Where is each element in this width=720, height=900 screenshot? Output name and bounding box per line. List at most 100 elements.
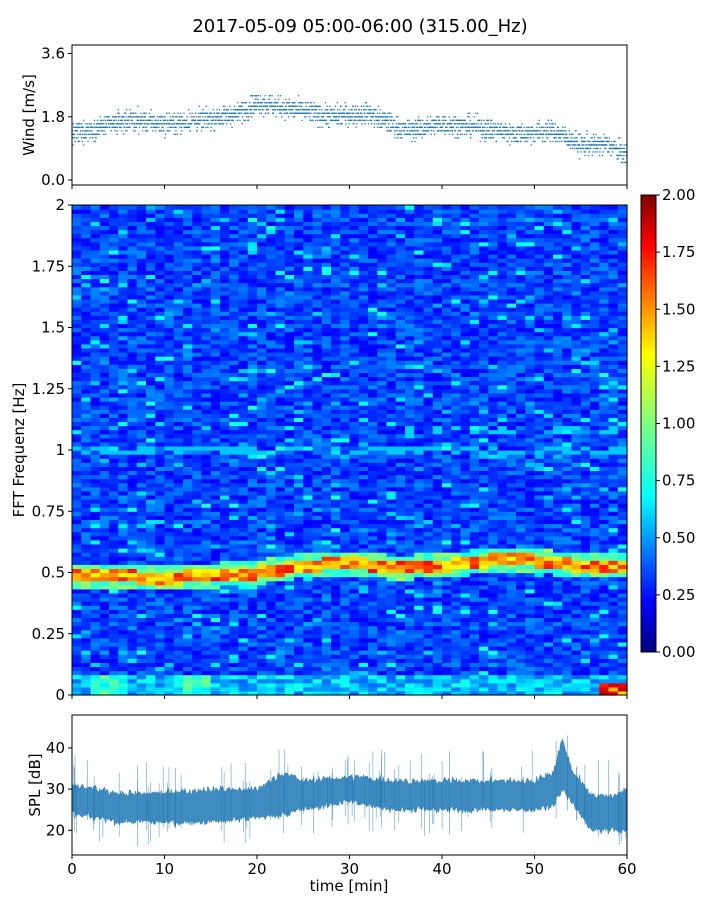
wind-point [538,119,540,121]
spectrogram-cell [358,572,369,578]
wind-point [518,130,520,132]
wind-point [146,123,149,125]
wind-point [174,133,176,135]
spectrogram-cell [238,650,249,655]
spectrogram-cell [395,539,406,545]
wind-point [267,112,269,114]
spectrogram-cell [562,641,573,647]
spectrogram-cell [90,543,101,549]
spectrogram-cell [497,531,508,537]
spectrogram-cell [405,564,415,570]
spectrogram-cell [516,584,526,590]
wind-point [431,130,433,132]
spectrogram-cell [312,637,323,643]
spectrogram-cell [571,597,582,602]
spectrogram-cell [312,531,323,537]
wind-point [385,116,387,118]
spectrogram-cell [266,682,277,688]
spectrogram-cell [395,666,406,672]
spectrogram-cell [201,617,212,623]
wind-point [101,130,104,132]
wind-point [251,95,253,97]
wind-point [543,140,545,143]
spectrogram-cell [183,535,193,541]
wind-point [432,126,434,128]
wind-point [487,123,489,125]
spectrogram-cell [571,637,582,643]
spectrogram-cell [386,654,397,659]
spectrogram-cell [173,539,184,545]
spectrogram-cell [109,670,119,676]
wind-point [258,105,260,107]
wind-point [265,102,268,104]
wind-point [554,133,557,135]
wind-point [200,112,202,114]
wind-point [421,126,423,128]
wind-point [184,119,186,121]
spectrogram-cell [294,678,304,684]
spectrogram-cell [580,601,591,606]
spectrogram-cell [109,548,119,553]
spectrogram-cell [81,609,92,614]
spectrogram-cell [72,617,82,623]
wind-point [571,140,573,143]
spectrogram-cell [275,670,286,676]
spectrogram-cell [590,646,600,651]
spectrogram-cell [553,625,563,631]
wind-point [509,126,512,128]
spectrogram-cell [562,580,573,586]
wind-point [588,140,590,143]
spectrogram-cell [146,686,156,692]
spectrogram-cell [525,650,536,655]
spectrogram-cell [238,662,249,668]
spectrogram-cell [571,601,582,606]
spectrogram-cell [358,613,369,619]
wind-point [473,116,475,118]
wind-point [438,123,440,125]
wind-point [151,119,153,121]
wind-point [110,123,112,125]
spectrogram-cell [118,646,129,651]
spectrogram-cell [497,686,508,692]
spectrogram-cell [284,580,295,586]
wind-point [269,102,271,104]
spectrogram-cell [183,650,193,655]
spectrogram-cell [580,527,591,533]
spectrogram-cell [432,625,443,631]
spectrogram-cell [516,666,526,672]
wind-point [584,151,587,153]
spectrogram-cell [497,539,508,545]
wind-point [596,151,598,153]
spectrogram-cell [146,592,156,598]
wind-point [398,130,401,132]
spectrogram-cell [590,531,600,537]
wind-point [268,112,270,114]
spectrogram-cell [377,580,388,586]
wind-point [577,133,580,135]
wind-point [466,126,469,128]
spectrogram-cell [284,584,295,590]
spectrogram-cell [590,543,600,549]
spectrogram-cell [358,678,369,684]
wind-point [433,130,435,132]
spectrogram-cell [543,646,554,651]
wind-point [613,140,615,143]
spectrogram-cell [553,527,563,533]
spectrogram-cell [127,535,138,541]
spectrogram-cell [238,519,249,525]
spectrogram-cell [432,576,443,582]
spectrogram-cell [414,658,425,663]
spectrogram-cell [358,552,369,557]
spectrogram-cell [229,535,240,541]
spectrogram-cell [284,556,295,561]
spectrogram-cell [303,662,314,668]
spectrogram-cell [525,666,536,672]
wind-point [367,119,369,121]
wind-point [309,105,311,107]
wind-point [345,105,347,107]
spectrogram-cell [349,601,360,606]
spectrogram-cell [266,686,277,692]
wind-point [609,144,612,146]
spectrogram-cell [423,674,434,680]
wind-point [138,126,141,128]
